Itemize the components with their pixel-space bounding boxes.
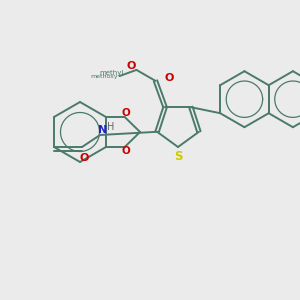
Text: S: S bbox=[174, 149, 182, 163]
Text: methyl: methyl bbox=[99, 70, 124, 76]
Text: methoxy: methoxy bbox=[90, 74, 118, 79]
Text: O: O bbox=[121, 108, 130, 118]
Text: O: O bbox=[127, 61, 136, 71]
Text: O: O bbox=[165, 73, 174, 83]
Text: N: N bbox=[98, 125, 108, 135]
Text: O: O bbox=[79, 153, 89, 163]
Text: O: O bbox=[121, 146, 130, 156]
Text: H: H bbox=[107, 122, 115, 132]
